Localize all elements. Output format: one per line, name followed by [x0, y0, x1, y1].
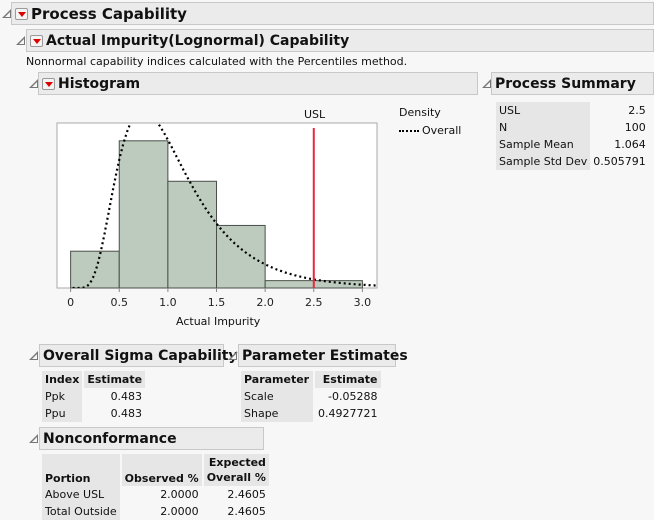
red-triangle-menu-icon[interactable] [15, 7, 28, 20]
histogram-bar [118, 140, 169, 289]
method-note: Nonnormal capability indices calculated … [26, 55, 408, 68]
histogram-bar [167, 180, 218, 289]
process-summary-header: Process Summary [491, 72, 654, 95]
table-header-row: Index Estimate [42, 371, 146, 388]
row-label: Above USL [42, 486, 120, 503]
histogram-bar [264, 280, 315, 289]
row-label: Sample Mean [496, 136, 591, 153]
disclosure-triangle-icon[interactable] [29, 79, 38, 88]
process-summary-table: USL 2.5 N 100 Sample Mean 1.064 Sample Std … [496, 102, 649, 170]
disclosure-triangle-icon[interactable] [16, 36, 25, 45]
table-row: Scale -0.05288 [241, 388, 381, 405]
row-value: 0.483 [110, 407, 143, 420]
row-label: Total Outside [42, 503, 120, 520]
row-value: 2.4605 [227, 488, 266, 501]
table-row: Sample Std Dev 0.505791 [496, 153, 649, 170]
red-triangle-menu-icon[interactable] [30, 34, 43, 47]
column-header: Index [42, 371, 83, 388]
capability-title: Actual Impurity(Lognormal) Capability [46, 32, 350, 49]
column-header: Estimate [315, 371, 381, 388]
row-label: Ppk [42, 388, 83, 405]
table-header-row: Parameter Estimate [241, 371, 381, 388]
x-tick-label: 0.5 [110, 296, 128, 309]
x-tick-label: 3.0 [354, 296, 372, 309]
column-header: Observed % [121, 454, 202, 486]
histogram-header: Histogram [38, 72, 478, 95]
row-value: 2.5 [628, 104, 646, 117]
column-header: Portion [42, 454, 120, 486]
row-label: Shape [241, 405, 313, 422]
table-row: USL 2.5 [496, 102, 649, 119]
row-value: 2.4605 [227, 505, 266, 518]
process-capability-header: Process Capability [11, 2, 654, 25]
legend-title: Density [399, 106, 441, 119]
parameter-estimates-title: Parameter Estimates [242, 347, 408, 364]
legend-item-overall: Overall [422, 124, 462, 137]
row-value: 100 [624, 121, 646, 134]
nonconformance-table: Portion Observed % Expected Overall % Abo… [40, 454, 271, 520]
legend-dotted-line-icon [399, 130, 419, 132]
column-header: Parameter [241, 371, 313, 388]
table-row: Total Outside 2.0000 2.4605 [42, 503, 269, 520]
header-line: Overall % [206, 471, 266, 484]
table-row: Above USL 2.0000 2.4605 [42, 486, 269, 503]
capability-header: Actual Impurity(Lognormal) Capability [26, 29, 654, 52]
red-triangle-menu-icon[interactable] [42, 77, 55, 90]
disclosure-triangle-icon[interactable] [29, 434, 38, 443]
x-tick-label: 2.0 [256, 296, 274, 309]
disclosure-triangle-icon[interactable] [29, 351, 38, 360]
table-row: Sample Mean 1.064 [496, 136, 649, 153]
histogram-title: Histogram [58, 75, 141, 92]
row-value: 0.483 [110, 390, 143, 403]
table-row: Ppk 0.483 [42, 388, 145, 405]
row-label: Scale [241, 388, 313, 405]
usl-label: USL [304, 108, 326, 121]
x-tick-label: 1.5 [208, 296, 226, 309]
parameter-estimates-header: Parameter Estimates [238, 344, 408, 367]
row-value: 2.0000 [160, 505, 199, 518]
process-summary-title: Process Summary [495, 75, 636, 92]
overall-sigma-title: Overall Sigma Capability [43, 347, 238, 364]
table-row: Ppu 0.483 [42, 405, 145, 422]
table-row: N 100 [496, 119, 649, 136]
disclosure-triangle-icon[interactable] [228, 351, 237, 360]
nonconformance-header: Nonconformance [39, 427, 264, 450]
row-value: 1.064 [614, 138, 646, 151]
row-label: N [496, 119, 591, 136]
x-tick-label: 2.5 [305, 296, 323, 309]
x-tick-label: 0 [67, 296, 74, 309]
histogram-bar [70, 250, 120, 289]
histogram-chart: 0 0.5 1.0 1.5 2.0 2.5 3.0 [56, 122, 378, 309]
x-axis-label: Actual Impurity [176, 315, 261, 328]
table-header-row: Portion Observed % Expected Overall % [42, 454, 269, 486]
disclosure-triangle-icon[interactable] [482, 79, 491, 88]
parameter-estimates-table: Parameter Estimate Scale -0.05288 Shape 0.4… [239, 371, 383, 422]
row-value: -0.05288 [328, 390, 378, 403]
table-row: Shape 0.4927721 [241, 405, 381, 422]
row-label: Ppu [42, 405, 83, 422]
header-line: Expected [208, 456, 266, 469]
row-value: 0.4927721 [318, 407, 378, 420]
row-value: 0.505791 [593, 155, 646, 168]
report-title: Process Capability [31, 4, 187, 23]
histogram-bar [216, 224, 266, 289]
row-value: 2.0000 [160, 488, 199, 501]
row-label: Sample Std Dev [496, 153, 591, 170]
row-label: USL [496, 102, 591, 119]
nonconformance-title: Nonconformance [43, 430, 177, 447]
column-header: Estimate [84, 371, 146, 388]
overall-sigma-header: Overall Sigma Capability [39, 344, 238, 367]
column-header: Expected Overall % [203, 454, 269, 486]
disclosure-triangle-icon[interactable] [2, 9, 11, 18]
x-tick-label: 1.0 [159, 296, 177, 309]
overall-sigma-table: Index Estimate Ppk 0.483 Ppu 0.483 [40, 371, 147, 422]
